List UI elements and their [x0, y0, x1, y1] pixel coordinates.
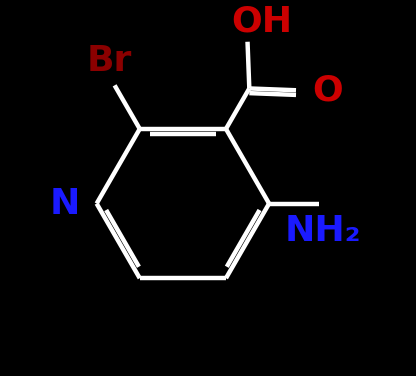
Text: O: O — [312, 73, 343, 107]
Text: OH: OH — [231, 4, 292, 38]
Text: N: N — [50, 186, 80, 221]
Text: NH₂: NH₂ — [285, 214, 361, 248]
Text: Br: Br — [87, 44, 132, 78]
